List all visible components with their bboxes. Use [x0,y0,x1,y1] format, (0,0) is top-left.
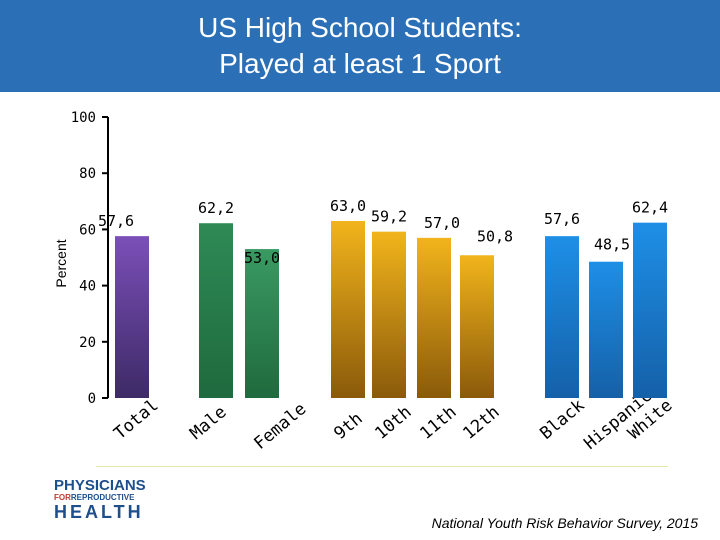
title-band: US High School Students: Played at least… [0,0,720,92]
y-axis-title: Percent [53,239,69,287]
bar [633,222,667,398]
logo-line-1: PHYSICIANS [54,477,146,494]
logo: PHYSICIANS FORREPRODUCTIVE HEALTH [54,477,146,522]
y-tick-label: 60 [79,222,96,238]
data-label: 57,6 [544,210,580,228]
x-tick-label: Total [110,396,162,444]
y-tick-label: 80 [79,166,96,182]
x-tick-label: 11th [416,402,460,444]
data-label: 57,0 [424,214,460,232]
y-tick-label: 40 [79,279,96,295]
logo-line-2a: FOR [54,493,71,502]
chart-title-line-1: US High School Students: [198,12,522,43]
footer-divider [96,466,668,467]
bar [545,236,579,398]
bar [199,223,233,398]
data-label: 59,2 [371,208,407,226]
x-tick-label: Black [536,396,588,444]
x-tick-label: Female [250,399,310,454]
data-label: 57,6 [98,212,134,230]
logo-line-2: FORREPRODUCTIVE [54,493,134,503]
data-label: 48,5 [594,236,630,254]
x-tick-label: Male [186,402,230,444]
bar [115,236,149,398]
logo-line-3: HEALTH [54,502,144,522]
x-tick-label: 9th [330,409,366,444]
data-label: 50,8 [477,227,513,245]
y-tick-label: 20 [79,335,96,351]
bar [331,220,365,398]
bar [589,261,623,398]
data-label: 62,4 [632,199,668,217]
x-tick-label: 10th [371,402,415,444]
chart-title-line-2: Played at least 1 Sport [219,48,501,79]
bar [245,249,279,398]
data-label: 63,0 [330,197,366,215]
y-tick-label: 0 [88,391,96,407]
source-note: National Youth Risk Behavior Survey, 201… [431,515,698,531]
logo-line-2b: REPRODUCTIVE [70,493,135,502]
data-label: 62,2 [198,199,234,217]
data-label: 53,0 [244,249,280,267]
bar [372,231,406,398]
bar [460,255,494,398]
bar-chart: 0 20 40 60 80 100 Percent 57,6 Total 62,2 Male 53,0… [53,110,676,454]
bar [417,237,451,398]
x-tick-label: 12th [459,402,503,444]
y-tick-label: 100 [71,110,96,126]
